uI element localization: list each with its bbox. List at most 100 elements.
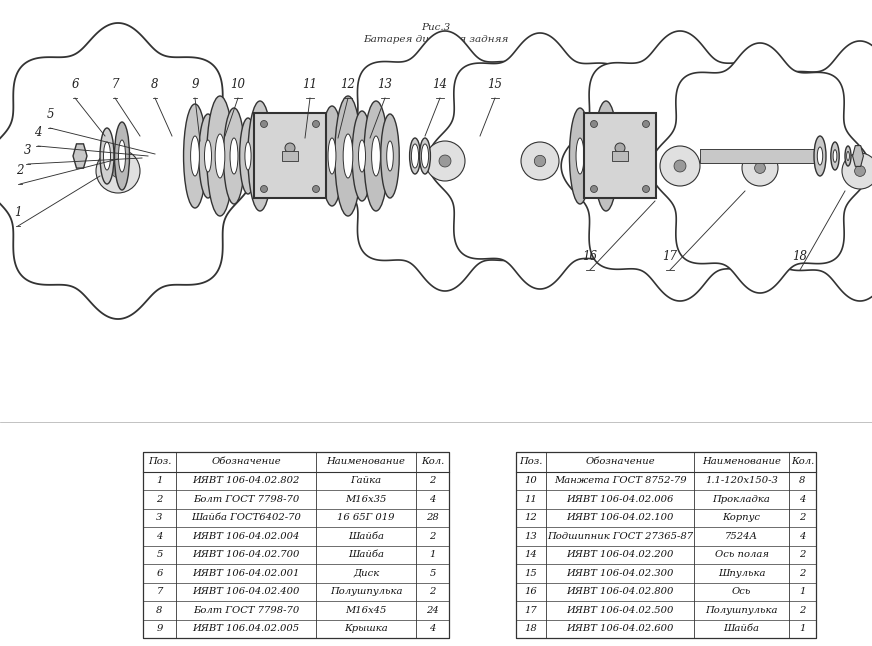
Text: Подшипник ГОСТ 27365-87: Подшипник ГОСТ 27365-87 — [547, 532, 693, 541]
Text: ИЯВТ 106-04.02.100: ИЯВТ 106-04.02.100 — [566, 514, 674, 522]
Text: 3: 3 — [156, 514, 163, 522]
Polygon shape — [746, 41, 872, 301]
Text: ИЯВТ 106-04.02.500: ИЯВТ 106-04.02.500 — [566, 606, 674, 615]
Text: Кол.: Кол. — [421, 457, 444, 466]
Polygon shape — [427, 33, 652, 289]
Ellipse shape — [364, 101, 388, 211]
Circle shape — [643, 121, 650, 127]
Bar — [612, 151, 628, 161]
Circle shape — [754, 163, 766, 173]
Ellipse shape — [240, 118, 256, 194]
Text: ИЯВТ 106-04.02.004: ИЯВТ 106-04.02.004 — [193, 532, 300, 541]
Ellipse shape — [421, 144, 429, 168]
Text: 18: 18 — [793, 250, 807, 263]
Circle shape — [842, 153, 872, 189]
Text: 2: 2 — [17, 164, 24, 177]
Circle shape — [312, 185, 319, 193]
Text: 3: 3 — [24, 144, 31, 157]
Text: Рис.3: Рис.3 — [421, 23, 451, 32]
Text: 2: 2 — [800, 550, 806, 559]
Text: Болт ГОСТ 7798-70: Болт ГОСТ 7798-70 — [193, 495, 299, 504]
Text: 16: 16 — [525, 587, 537, 596]
Text: 12: 12 — [525, 514, 537, 522]
Circle shape — [643, 185, 650, 193]
Ellipse shape — [204, 140, 212, 172]
Text: М16х45: М16х45 — [345, 606, 386, 615]
Ellipse shape — [371, 136, 380, 176]
Text: 11: 11 — [525, 495, 537, 504]
Ellipse shape — [602, 136, 610, 176]
Polygon shape — [0, 23, 254, 319]
Text: Шайба: Шайба — [348, 550, 384, 559]
Circle shape — [742, 150, 778, 186]
Text: 7524А: 7524А — [725, 532, 758, 541]
Ellipse shape — [576, 138, 584, 174]
Text: 17: 17 — [525, 606, 537, 615]
Text: 12: 12 — [340, 78, 356, 91]
Text: ИЯВТ 106-04.02.006: ИЯВТ 106-04.02.006 — [566, 495, 674, 504]
Text: Батарея дисковая задняя: Батарея дисковая задняя — [364, 36, 508, 45]
Ellipse shape — [344, 134, 353, 178]
Bar — [700, 149, 820, 163]
Text: 8: 8 — [151, 78, 159, 91]
Text: ИЯВТ 106-04.02.700: ИЯВТ 106-04.02.700 — [193, 550, 300, 559]
Ellipse shape — [386, 141, 393, 171]
Ellipse shape — [207, 96, 233, 216]
Ellipse shape — [381, 114, 399, 198]
Ellipse shape — [412, 144, 419, 168]
Text: 1: 1 — [14, 206, 22, 219]
Circle shape — [521, 142, 559, 180]
Ellipse shape — [358, 140, 365, 172]
Text: 1: 1 — [156, 476, 163, 485]
Text: 4: 4 — [34, 126, 42, 139]
Ellipse shape — [814, 136, 826, 176]
Ellipse shape — [215, 134, 225, 178]
Circle shape — [674, 160, 686, 172]
Text: 15: 15 — [525, 568, 537, 578]
Circle shape — [590, 185, 597, 193]
Text: 9: 9 — [156, 624, 163, 633]
Text: Корпус: Корпус — [723, 514, 760, 522]
Ellipse shape — [328, 138, 336, 174]
Text: 5: 5 — [156, 550, 163, 559]
Text: 1: 1 — [800, 587, 806, 596]
Text: 13: 13 — [378, 78, 392, 91]
Text: Диск: Диск — [353, 568, 379, 578]
Text: 14: 14 — [433, 78, 447, 91]
Text: Шпулька: Шпулька — [718, 568, 766, 578]
Circle shape — [112, 164, 125, 178]
Bar — [584, 113, 656, 198]
Text: 10: 10 — [525, 476, 537, 485]
Ellipse shape — [583, 118, 600, 194]
Text: 10: 10 — [230, 78, 246, 91]
Text: 9: 9 — [191, 78, 199, 91]
Ellipse shape — [114, 122, 129, 190]
Ellipse shape — [255, 136, 264, 176]
Text: 18: 18 — [525, 624, 537, 633]
Text: Наименование: Наименование — [326, 457, 405, 466]
Text: 14: 14 — [525, 550, 537, 559]
Text: М16х35: М16х35 — [345, 495, 386, 504]
Ellipse shape — [569, 108, 590, 204]
Circle shape — [535, 155, 546, 167]
Ellipse shape — [184, 104, 207, 208]
Circle shape — [590, 121, 597, 127]
Ellipse shape — [321, 106, 343, 206]
Circle shape — [439, 155, 451, 167]
Text: Шайба ГОСТ6402-70: Шайба ГОСТ6402-70 — [191, 514, 301, 522]
Circle shape — [425, 141, 465, 181]
Text: Поз.: Поз. — [148, 457, 171, 466]
Text: 6: 6 — [156, 568, 163, 578]
Text: 2: 2 — [429, 587, 436, 596]
Circle shape — [615, 143, 625, 153]
Text: 8: 8 — [156, 606, 163, 615]
Text: 8: 8 — [800, 476, 806, 485]
Text: Полушпулька: Полушпулька — [705, 606, 778, 615]
Text: Полушпулька: Полушпулька — [330, 587, 402, 596]
Bar — [0, 6, 872, 426]
Text: 11: 11 — [303, 78, 317, 91]
Text: ИЯВТ 106-04.02.400: ИЯВТ 106-04.02.400 — [193, 587, 300, 596]
Text: 13: 13 — [525, 532, 537, 541]
Text: 24: 24 — [426, 606, 439, 615]
Bar — [282, 151, 298, 161]
